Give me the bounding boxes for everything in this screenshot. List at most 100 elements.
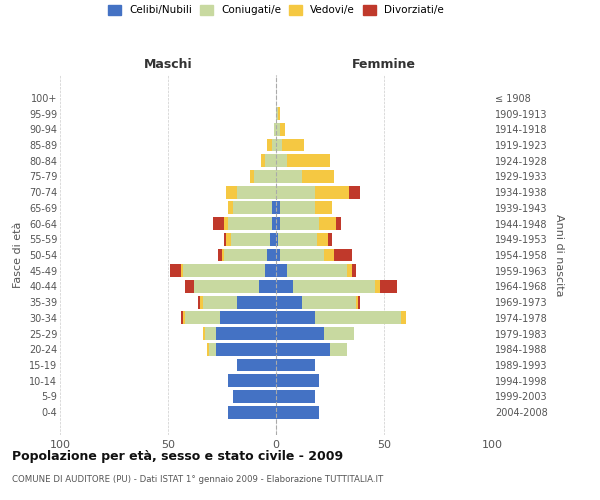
Bar xyxy=(181,312,183,324)
Bar xyxy=(272,217,276,230)
Bar xyxy=(276,107,278,120)
Text: Maschi: Maschi xyxy=(143,58,193,71)
Text: Femmine: Femmine xyxy=(352,58,416,71)
Bar xyxy=(315,202,332,214)
Bar xyxy=(224,233,226,245)
Bar xyxy=(356,296,358,308)
Bar xyxy=(287,154,330,167)
Bar xyxy=(352,264,356,277)
Bar xyxy=(229,202,233,214)
Bar xyxy=(317,233,328,245)
Bar xyxy=(376,280,380,293)
Y-axis label: Fasce di età: Fasce di età xyxy=(13,222,23,288)
Bar xyxy=(315,312,401,324)
Bar xyxy=(276,374,319,387)
Bar xyxy=(380,280,397,293)
Bar xyxy=(198,296,200,308)
Bar xyxy=(229,217,272,230)
Bar xyxy=(265,264,276,277)
Bar xyxy=(319,217,337,230)
Bar xyxy=(272,202,276,214)
Bar xyxy=(276,217,280,230)
Bar xyxy=(278,107,280,120)
Bar xyxy=(185,280,194,293)
Bar xyxy=(261,154,265,167)
Bar xyxy=(302,170,334,183)
Bar xyxy=(328,233,332,245)
Bar xyxy=(293,280,376,293)
Bar xyxy=(272,138,276,151)
Bar xyxy=(224,248,268,262)
Bar xyxy=(278,233,317,245)
Bar xyxy=(276,123,280,136)
Bar xyxy=(229,406,276,418)
Bar xyxy=(209,343,215,356)
Bar xyxy=(203,296,237,308)
Bar xyxy=(401,312,406,324)
Bar xyxy=(268,138,272,151)
Bar xyxy=(280,248,323,262)
Bar xyxy=(276,154,287,167)
Bar xyxy=(230,233,269,245)
Bar xyxy=(315,186,349,198)
Bar xyxy=(280,123,284,136)
Bar xyxy=(224,217,229,230)
Bar xyxy=(276,186,315,198)
Bar xyxy=(269,233,276,245)
Bar xyxy=(200,296,203,308)
Bar xyxy=(254,170,276,183)
Bar xyxy=(334,248,352,262)
Bar xyxy=(276,170,302,183)
Bar xyxy=(358,296,360,308)
Bar xyxy=(226,186,237,198)
Bar xyxy=(229,374,276,387)
Bar xyxy=(183,312,185,324)
Bar xyxy=(276,138,283,151)
Bar xyxy=(220,312,276,324)
Legend: Celibi/Nubili, Coniugati/e, Vedovi/e, Divorziati/e: Celibi/Nubili, Coniugati/e, Vedovi/e, Di… xyxy=(108,5,444,15)
Bar xyxy=(265,154,276,167)
Bar xyxy=(347,264,352,277)
Bar xyxy=(233,390,276,403)
Bar xyxy=(205,327,215,340)
Bar xyxy=(237,186,276,198)
Bar xyxy=(302,296,356,308)
Bar xyxy=(276,280,293,293)
Bar xyxy=(276,390,315,403)
Bar xyxy=(274,123,276,136)
Bar xyxy=(214,217,224,230)
Bar xyxy=(183,264,265,277)
Bar xyxy=(349,186,360,198)
Bar xyxy=(276,296,302,308)
Bar xyxy=(215,343,276,356)
Bar xyxy=(330,343,347,356)
Bar xyxy=(259,280,276,293)
Bar xyxy=(222,248,224,262)
Y-axis label: Anni di nascita: Anni di nascita xyxy=(554,214,564,296)
Bar xyxy=(276,248,280,262)
Bar xyxy=(276,264,287,277)
Bar xyxy=(276,406,319,418)
Bar xyxy=(237,296,276,308)
Bar xyxy=(185,312,220,324)
Bar xyxy=(226,233,230,245)
Bar xyxy=(276,312,315,324)
Bar xyxy=(215,327,276,340)
Bar xyxy=(337,217,341,230)
Bar xyxy=(170,264,181,277)
Bar xyxy=(233,202,272,214)
Bar xyxy=(276,202,280,214)
Bar xyxy=(268,248,276,262)
Bar xyxy=(287,264,347,277)
Bar xyxy=(323,248,334,262)
Text: COMUNE DI AUDITORE (PU) - Dati ISTAT 1° gennaio 2009 - Elaborazione TUTTITALIA.I: COMUNE DI AUDITORE (PU) - Dati ISTAT 1° … xyxy=(12,475,383,484)
Bar xyxy=(280,217,319,230)
Bar xyxy=(194,280,259,293)
Bar xyxy=(280,202,315,214)
Bar xyxy=(207,343,209,356)
Bar xyxy=(203,327,205,340)
Bar xyxy=(276,358,315,372)
Bar xyxy=(323,327,354,340)
Bar xyxy=(237,358,276,372)
Bar xyxy=(276,233,278,245)
